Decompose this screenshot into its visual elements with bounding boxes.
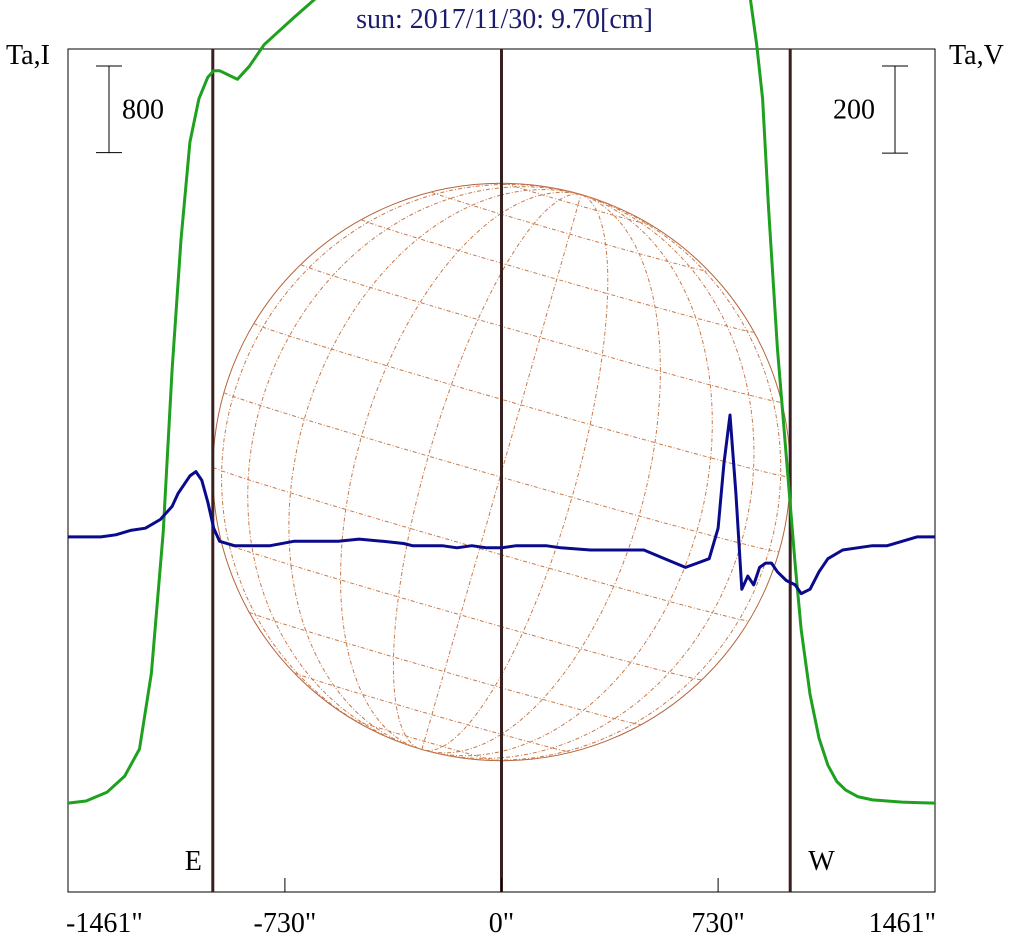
- east-limb-label: E: [185, 846, 202, 877]
- scale-bar-label-V: 200: [833, 95, 875, 126]
- series-layer: [67, 0, 936, 805]
- chart-title: sun: 2017/11/30: 9.70[cm]: [356, 4, 653, 35]
- latitude-line: [431, 191, 710, 273]
- x-tick-label: 1461": [869, 908, 936, 939]
- longitude-line: [247, 186, 582, 747]
- west-limb-label: W: [808, 846, 835, 877]
- x-tick-label: -1461": [66, 908, 143, 939]
- latitude-line: [212, 466, 749, 622]
- series-line-I: [67, 0, 936, 805]
- x-tick-label: -730": [254, 908, 317, 939]
- series-line-V: [68, 413, 935, 596]
- latitude-line: [248, 611, 642, 726]
- scale-bars-layer: 800 200: [96, 65, 908, 154]
- x-ticks-layer: -1461" -730" 0" 730" 1461": [66, 878, 936, 939]
- longitude-line: [288, 189, 582, 747]
- latitude-line: [253, 323, 791, 478]
- left-axis-label: Ta,I: [6, 40, 50, 71]
- longitude-line: [392, 193, 582, 749]
- longitude-line: [221, 183, 582, 741]
- longitude-line: [432, 194, 713, 757]
- x-tick-label: 730": [691, 908, 744, 939]
- longitude-line: [339, 191, 582, 748]
- latitude-line: [352, 719, 496, 762]
- longitude-line: [429, 194, 661, 754]
- x-tick-label: 0": [489, 908, 514, 939]
- right-axis-label: Ta,V: [949, 40, 1004, 71]
- latitude-line: [221, 541, 702, 681]
- longitude-line: [450, 194, 782, 761]
- longitude-line: [434, 194, 755, 760]
- longitude-line: [425, 194, 609, 752]
- scale-bar-label-I: 800: [122, 94, 164, 125]
